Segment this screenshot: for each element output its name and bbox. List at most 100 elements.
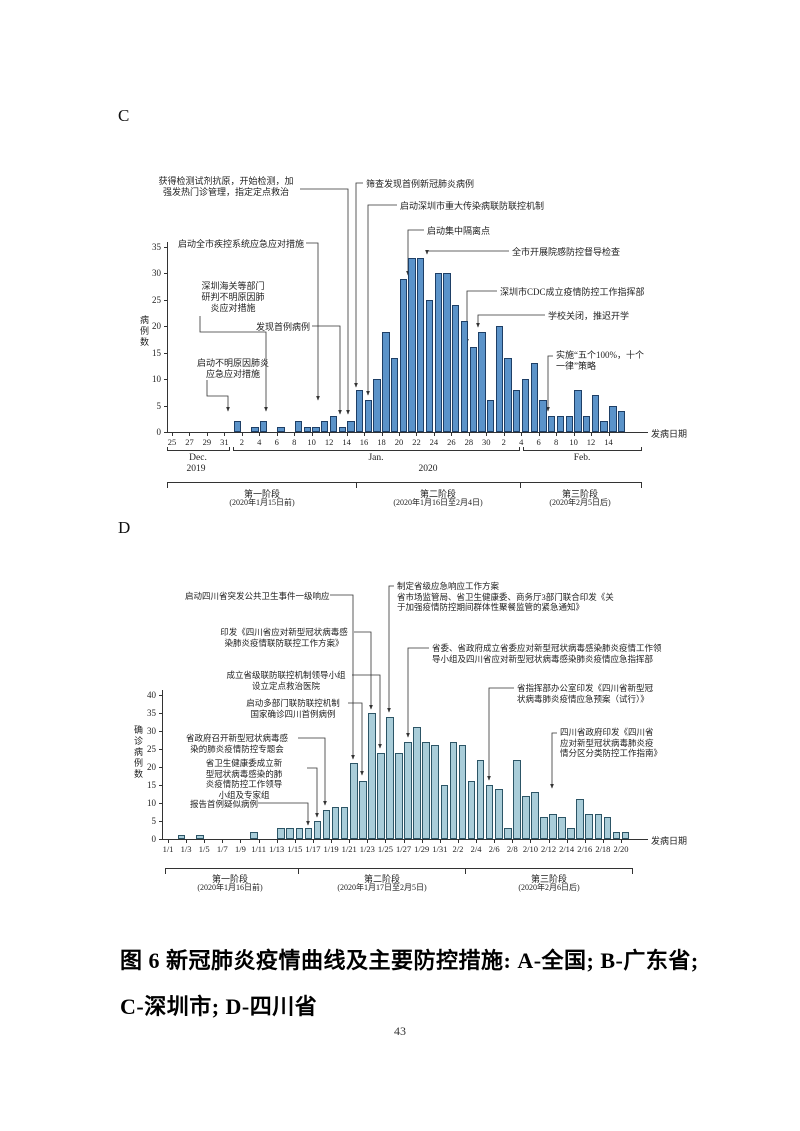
bar-1/24 bbox=[377, 752, 385, 839]
x-tick-mark bbox=[468, 433, 470, 436]
x-tick-label: 8 bbox=[292, 437, 297, 447]
x-tick-label: 1/23 bbox=[359, 844, 375, 854]
x-tick-mark bbox=[451, 433, 453, 436]
annotation-line: 筛查发现首例新冠肺炎病例 bbox=[366, 179, 475, 189]
x-tick-mark bbox=[186, 840, 188, 843]
y-axis-title: 病例数 bbox=[139, 315, 149, 348]
x-tick-mark bbox=[584, 840, 586, 843]
x-tick-label: 2/20 bbox=[613, 844, 629, 854]
y-tick-mark bbox=[159, 767, 162, 768]
x-tick-mark bbox=[538, 433, 540, 436]
bar-1/21 bbox=[408, 257, 416, 432]
bar-1/9 bbox=[303, 426, 311, 432]
annotation: 实施“五个100%，十个 一律”策略 bbox=[556, 350, 644, 372]
annotation-connector bbox=[300, 188, 350, 415]
x-tick-mark bbox=[486, 433, 488, 436]
x-tick-mark bbox=[224, 433, 226, 436]
annotation-line: 省委、省政府成立省委应对新型冠状病毒感染肺炎疫情工作领 bbox=[432, 643, 662, 653]
month-bracket-line bbox=[523, 450, 641, 451]
annotation-line: 启动不明原因肺炎 bbox=[196, 358, 269, 368]
bar-2/1 bbox=[504, 357, 512, 432]
x-tick-label: 16 bbox=[359, 437, 369, 447]
annotation-line: 启动四川省突发公共卫生事件一级响应 bbox=[185, 591, 330, 601]
x-tick-mark bbox=[591, 433, 593, 436]
y-tick-label: 35 bbox=[147, 708, 156, 718]
x-tick-mark bbox=[189, 433, 191, 436]
annotation-line: 全市开展院感防控督导检查 bbox=[512, 247, 621, 257]
x-tick-mark bbox=[457, 840, 459, 843]
annotation: 发现首例病例 bbox=[256, 322, 310, 333]
y-tick-mark bbox=[159, 749, 162, 750]
x-tick-label: 12 bbox=[324, 437, 334, 447]
x-tick-label: 2 bbox=[239, 437, 244, 447]
bar-2/12 bbox=[600, 421, 608, 432]
x-tick-label: 1/27 bbox=[395, 844, 412, 854]
bar-1/17 bbox=[313, 821, 322, 839]
x-tick-mark bbox=[494, 840, 496, 843]
x-tick-label: 2/10 bbox=[522, 844, 538, 854]
annotation: 四川省政府印发《四川省 应对新型冠状病毒肺炎疫 情分区分类防控工作指南》 bbox=[560, 727, 662, 759]
x-tick-mark bbox=[512, 840, 514, 843]
annotation: 省指挥部办公室印发《四川省新型冠 状病毒肺炎疫情应急预案（试行）》 bbox=[517, 683, 653, 704]
annotation-connector bbox=[476, 314, 545, 328]
bar-1/31 bbox=[440, 785, 449, 839]
annotation-line: 深圳海关等部门 bbox=[201, 281, 265, 291]
annotation-line: 省指挥部办公室印发《四川省新型冠 bbox=[517, 683, 654, 693]
annotation-line: 导小组及四川省应对新型冠状病毒感染肺炎疫情应急指挥部 bbox=[432, 653, 654, 664]
y-axis-line bbox=[167, 242, 168, 433]
bar-1/3 bbox=[251, 426, 259, 432]
bar-1/30 bbox=[486, 400, 495, 432]
x-tick-mark bbox=[312, 840, 314, 843]
annotation: 启动全市疾控系统应急应对措施 bbox=[178, 239, 304, 250]
month-bracket-line bbox=[233, 450, 519, 451]
x-tick-mark bbox=[573, 433, 575, 436]
bar-2/8 bbox=[565, 416, 573, 432]
annotation: 启动四川省突发公共卫生事件一级响应 bbox=[185, 591, 330, 602]
bar-2/11 bbox=[540, 817, 548, 839]
annotation-connector bbox=[546, 355, 553, 412]
bar-1/29 bbox=[422, 741, 431, 839]
bar-2/3 bbox=[467, 781, 476, 839]
annotation-line: 型冠状病毒感染的肺 bbox=[205, 768, 283, 779]
y-tick-mark bbox=[159, 785, 162, 786]
phase-name: 第三阶段 bbox=[530, 874, 568, 884]
x-tick-label: 12 bbox=[586, 437, 596, 447]
x-tick-label: 27 bbox=[185, 437, 194, 447]
bar-2/13 bbox=[558, 817, 566, 839]
bar-1/1 bbox=[233, 421, 242, 432]
x-tick-label: 8 bbox=[553, 437, 559, 447]
phase-divider bbox=[465, 868, 466, 874]
x-tick-label: 31 bbox=[220, 437, 229, 447]
annotation: 启动不明原因肺炎 应急应对措施 bbox=[180, 358, 286, 380]
x-tick-mark bbox=[258, 840, 260, 843]
annotation-line: 获得检测试剂抗原，开始检测，加 bbox=[158, 176, 294, 186]
annotation-connector bbox=[354, 182, 363, 388]
x-tick-mark bbox=[556, 433, 558, 436]
annotation-line: 发现首例病例 bbox=[256, 322, 311, 332]
bar-1/31 bbox=[495, 326, 504, 432]
x-tick-label: 1/11 bbox=[251, 844, 266, 854]
annotation-line: 报告首例疑似病例 bbox=[190, 799, 259, 809]
bar-1/30 bbox=[431, 745, 440, 839]
x-tick-label: 1/7 bbox=[216, 844, 228, 854]
bar-1/28 bbox=[413, 727, 421, 839]
bar-1/22 bbox=[417, 257, 425, 432]
y-tick-label: 15 bbox=[152, 347, 161, 358]
annotation-line: 情分区分类防控工作指南》 bbox=[560, 748, 663, 758]
y-tick-mark bbox=[164, 432, 167, 433]
y-tick-mark bbox=[164, 273, 167, 275]
bar-1/28 bbox=[469, 347, 477, 432]
bar-2/14 bbox=[567, 828, 575, 839]
x-tick-label: 1/1 bbox=[162, 844, 174, 854]
y-tick-label: 5 bbox=[156, 400, 162, 411]
x-axis-title: 发病日期 bbox=[651, 429, 688, 439]
annotation-line: 启动深圳市重大传染病联防联控机制 bbox=[400, 201, 545, 211]
bar-1/19 bbox=[390, 357, 399, 432]
y-tick-label: 20 bbox=[152, 321, 161, 332]
annotation-connector bbox=[425, 249, 509, 255]
x-tick-label: 2/14 bbox=[559, 844, 575, 854]
y-tick-mark bbox=[164, 246, 167, 248]
x-tick-mark bbox=[503, 433, 505, 436]
x-tick-mark bbox=[294, 840, 296, 843]
